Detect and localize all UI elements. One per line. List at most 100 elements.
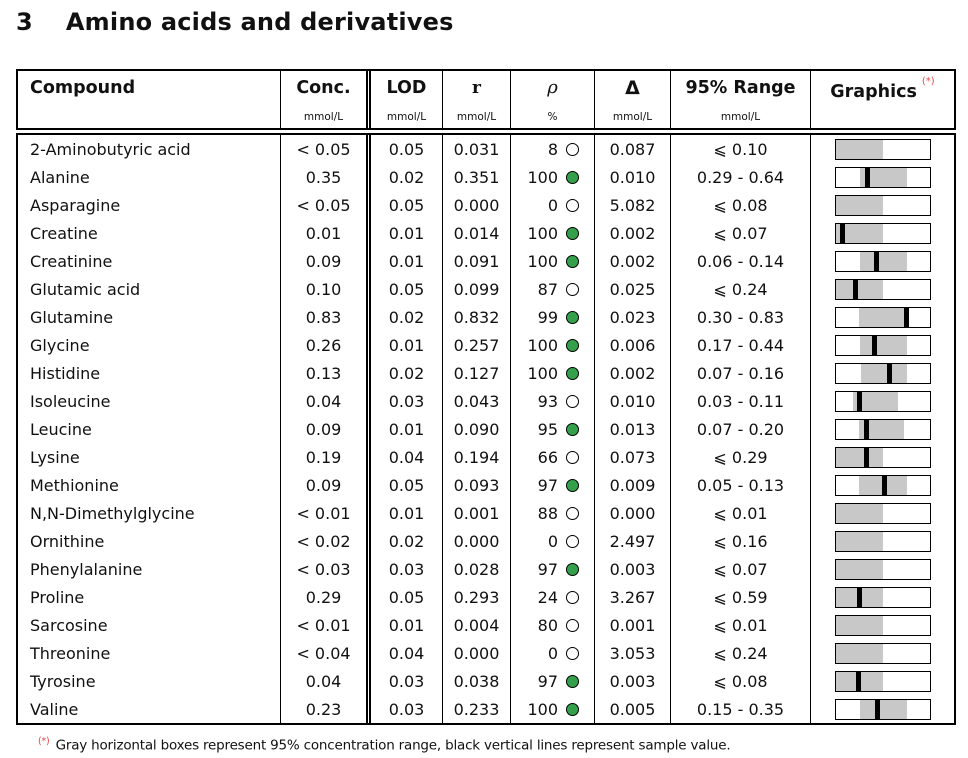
cell-r: 0.038 [442, 667, 510, 695]
cell-graphics [810, 303, 954, 331]
rho-status-dot [566, 450, 579, 464]
cell-range: ⩽ 0.24 [670, 639, 810, 667]
cell-r: 0.090 [442, 415, 510, 443]
range-bar [834, 390, 931, 412]
cell-conc: 0.29 [280, 583, 366, 611]
cell-graphics [810, 359, 954, 387]
range-bar-gray-fill [835, 503, 883, 523]
range-bar [834, 530, 931, 552]
rho-value: 80 [537, 615, 558, 635]
rho-value: 97 [537, 559, 558, 579]
cell-conc: < 0.05 [280, 191, 366, 219]
rho-status-dot [566, 366, 579, 380]
rho-value: 95 [537, 419, 558, 439]
cell-compound: Creatinine [30, 251, 113, 271]
range-bar-gray-fill [835, 223, 883, 243]
range-bar-gray-fill [859, 307, 908, 327]
cell-compound: Phenylalanine [30, 559, 143, 579]
rho-value: 100 [527, 167, 558, 187]
sample-value-line [903, 307, 909, 327]
range-bar [834, 306, 931, 328]
cell-graphics [810, 471, 954, 499]
rho-status-dot [566, 702, 579, 716]
column-header-r: r mmol/L [442, 71, 510, 128]
rho-status-dot [566, 338, 579, 352]
range-bar [834, 446, 931, 468]
cell-compound: Histidine [30, 363, 101, 383]
cell-r: 0.000 [442, 191, 510, 219]
cell-range: ⩽ 0.59 [670, 583, 810, 611]
rho-status-dot [566, 618, 579, 632]
cell-conc: 0.09 [280, 415, 366, 443]
column-header-rho: ρ% [510, 71, 594, 128]
cell-graphics [810, 331, 954, 359]
cell-conc: < 0.02 [280, 527, 366, 555]
range-bar [834, 670, 931, 692]
rho-value: 24 [537, 587, 558, 607]
cell-rho: 100 [510, 247, 594, 275]
cell-compound: Lysine [30, 447, 80, 467]
cell-conc: < 0.03 [280, 555, 366, 583]
range-bar [834, 250, 931, 272]
column-label-r: r [472, 78, 481, 98]
cell-r: 0.832 [442, 303, 510, 331]
cell-rho: 97 [510, 555, 594, 583]
cell-r: 0.001 [442, 499, 510, 527]
cell-graphics [810, 611, 954, 639]
cell-delta: 0.023 [594, 303, 670, 331]
column-unit-conc: mmol/L [303, 111, 344, 123]
cell-delta: 0.002 [594, 219, 670, 247]
cell-compound: Alanine [30, 167, 90, 187]
rho-status-dot [566, 142, 579, 156]
cell-compound: N,N-Dimethylglycine [30, 503, 195, 523]
column-unit-delta: mmol/L [612, 111, 653, 123]
rho-status-dot [566, 562, 579, 576]
cell-graphics [810, 695, 954, 723]
page-title: 3 Amino acids and derivatives [16, 8, 454, 36]
range-bar-gray-fill [835, 559, 883, 579]
cell-delta: 0.073 [594, 443, 670, 471]
cell-r: 0.000 [442, 527, 510, 555]
rho-status-dot [566, 226, 579, 240]
range-bar-gray-fill [859, 699, 907, 719]
cell-r: 0.127 [442, 359, 510, 387]
cell-rho: 100 [510, 219, 594, 247]
footnote-text: Gray horizontal boxes represent 95% conc… [55, 737, 731, 754]
cell-graphics [810, 415, 954, 443]
cell-conc: 0.23 [280, 695, 366, 723]
rho-status-dot [566, 170, 579, 184]
cell-lod: 0.03 [366, 387, 442, 415]
cell-range: 0.03 - 0.11 [670, 387, 810, 415]
cell-rho: 24 [510, 583, 594, 611]
cell-r: 0.233 [442, 695, 510, 723]
rho-value: 99 [537, 307, 558, 327]
rho-value: 97 [537, 671, 558, 691]
range-bar [834, 334, 931, 356]
cell-lod: 0.03 [366, 667, 442, 695]
cell-lod: 0.03 [366, 555, 442, 583]
column-header-range: 95% Range mmol/L [670, 71, 810, 128]
cell-conc: 0.35 [280, 163, 366, 191]
column-unit-lod: mmol/L [386, 111, 427, 123]
cell-compound: Creatine [30, 223, 98, 243]
cell-delta: 0.013 [594, 415, 670, 443]
range-bar [834, 222, 931, 244]
range-bar [834, 194, 931, 216]
cell-lod: 0.04 [366, 639, 442, 667]
cell-r: 0.014 [442, 219, 510, 247]
cell-rho: 8 [510, 135, 594, 163]
footnote-marker: (*) [38, 736, 50, 747]
cell-conc: < 0.04 [280, 639, 366, 667]
cell-lod: 0.01 [366, 219, 442, 247]
rho-value: 66 [537, 447, 558, 467]
range-bar [834, 614, 931, 636]
cell-compound: Leucine [30, 419, 92, 439]
range-bar-gray-fill [835, 447, 883, 467]
cell-lod: 0.02 [366, 527, 442, 555]
range-bar-gray-fill [859, 335, 907, 355]
column-label-graphics: Graphics(*) [830, 76, 935, 102]
rho-value: 0 [547, 643, 558, 663]
range-bar-gray-fill [835, 279, 883, 299]
